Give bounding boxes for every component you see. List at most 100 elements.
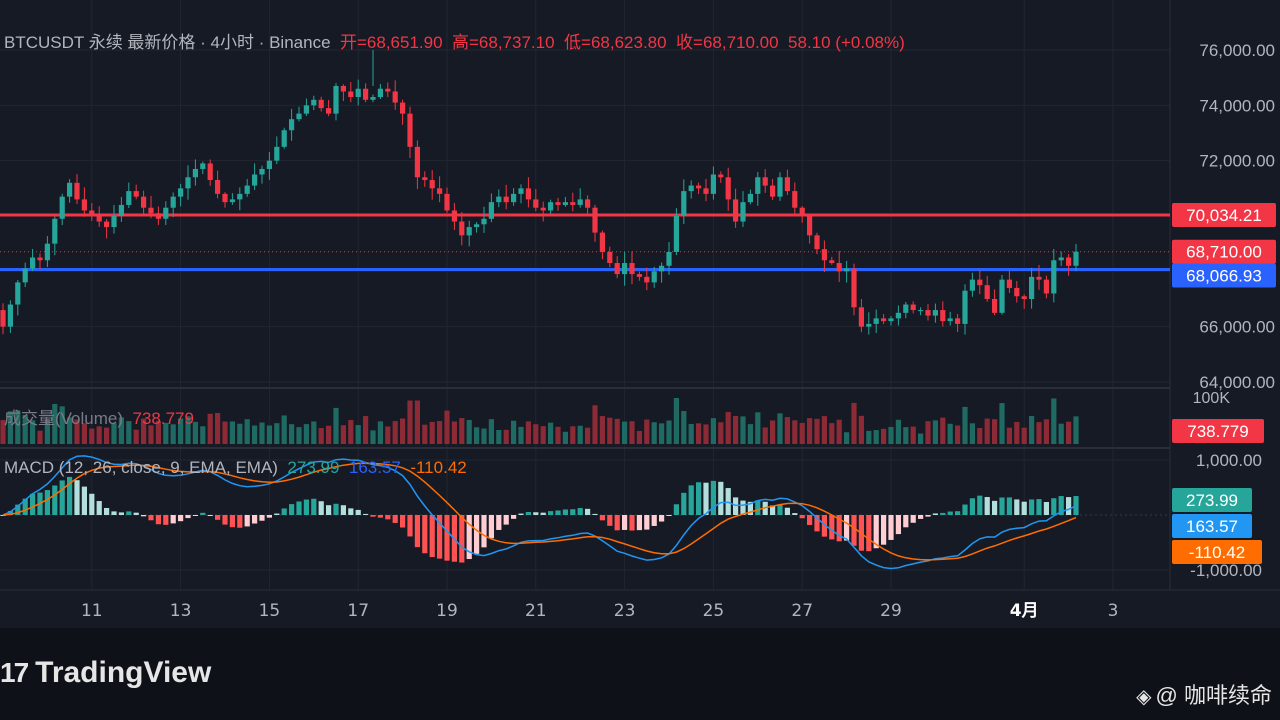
volume-bar [703, 424, 709, 444]
volume-bar [710, 418, 716, 444]
volume-bar [570, 426, 576, 444]
candle [44, 243, 50, 261]
macd-histogram-bar [67, 476, 73, 515]
candle [740, 202, 746, 222]
time-tick-label: 13 [170, 601, 192, 621]
volume-legend: 成交量(Volume) 738.779 [4, 404, 194, 429]
tradingview-logo[interactable]: 17 TradingView [0, 656, 211, 690]
volume-bar [636, 430, 642, 444]
candle [807, 216, 813, 236]
volume-bar [355, 425, 361, 444]
candle [481, 218, 487, 225]
symbol-title: BTCUSDT 永续 最新价格 · 4小时 · Binance [4, 33, 331, 52]
macd-histogram-bar [1073, 496, 1079, 515]
chart-canvas[interactable]: 64,000.0066,000.0068,000.0070,000.0072,0… [0, 0, 1280, 628]
volume-bar [562, 431, 568, 444]
candle [15, 282, 21, 305]
macd-tick-label: 1,000.00 [1196, 451, 1262, 470]
volume-bar [666, 420, 672, 444]
candle [163, 207, 169, 219]
volume-bar [44, 419, 50, 444]
macd-histogram-bar [688, 485, 694, 515]
volume-bar [1021, 427, 1027, 444]
macd-histogram-bar [252, 515, 258, 524]
candle [629, 263, 635, 275]
candle [866, 323, 872, 327]
macd-histogram-bar [910, 515, 916, 523]
volume-bar [747, 424, 753, 444]
candle [555, 202, 561, 205]
volume-bar [755, 412, 761, 444]
candle [311, 99, 317, 106]
macd-histogram-bar [725, 488, 731, 515]
candle [733, 199, 739, 222]
time-tick-label: 23 [614, 601, 636, 621]
volume-bar [895, 419, 901, 444]
volume-bar [999, 403, 1005, 444]
volume-bar [659, 423, 665, 444]
candle [118, 204, 124, 216]
macd-histogram-bar [636, 515, 642, 531]
candle [799, 207, 805, 216]
candle [81, 199, 87, 211]
volume-axis-label: 100K [1193, 390, 1231, 407]
volume-bar [1043, 419, 1049, 444]
chart-background [0, 0, 1280, 628]
macd-histogram-bar [755, 500, 761, 515]
time-tick-label: 17 [347, 601, 369, 621]
volume-bar [126, 421, 132, 444]
macd-histogram-bar [992, 500, 998, 515]
volume-bar [503, 429, 509, 444]
candle [30, 257, 36, 269]
candle [192, 168, 198, 178]
candle [710, 174, 716, 194]
macd-histogram-bar [422, 515, 428, 554]
volume-bar [303, 424, 309, 444]
volume-bar [244, 419, 250, 444]
last-price-tag-bg [1172, 239, 1276, 264]
macd-histogram-bar [881, 515, 887, 545]
macd-histogram-bar [363, 513, 369, 515]
macd-histogram-bar [89, 493, 95, 515]
macd-histogram-bar [932, 513, 938, 515]
candle [303, 105, 309, 114]
volume-bar [0, 420, 6, 444]
macd-histogram-bar [407, 515, 413, 537]
volume-bar [1006, 427, 1012, 444]
volume-bar [400, 418, 406, 444]
volume-bar [881, 428, 887, 444]
volume-bar [548, 422, 554, 444]
change-value: 58.10 (+0.08%) [788, 33, 905, 52]
candle [932, 310, 938, 316]
volume-bar [237, 423, 243, 444]
macd-histogram-bar [296, 501, 302, 515]
volume-bar [37, 430, 43, 444]
volume-bar [777, 413, 783, 444]
candle [215, 180, 221, 194]
volume-bar [481, 428, 487, 444]
candle [274, 146, 280, 161]
volume-bar [192, 421, 198, 444]
candle [370, 97, 376, 100]
volume-bar [281, 415, 287, 444]
macd-histogram-bar [377, 515, 383, 518]
macd-histogram-bar [200, 512, 206, 515]
candle [229, 199, 235, 203]
volume-bar [74, 419, 80, 444]
candle [888, 318, 894, 322]
volume-bar [1036, 422, 1042, 444]
macd-histogram-bar [821, 515, 827, 537]
macd-histogram-bar [1021, 501, 1027, 515]
macd-signal-tag-bg [1172, 540, 1262, 564]
candle [777, 177, 783, 197]
time-tick-label: 11 [81, 601, 103, 621]
macd-histogram-bar [133, 512, 139, 515]
candle [910, 304, 916, 311]
resistance-price-tag: 70,034.21 [1186, 206, 1262, 225]
macd-histogram-bar [104, 507, 110, 515]
macd-histogram-bar [355, 509, 361, 515]
macd-histogram-bar [599, 515, 605, 521]
time-tick-label: 3 [1108, 601, 1119, 621]
macd-histogram-bar [851, 515, 857, 546]
time-tick-label: 21 [525, 601, 547, 621]
